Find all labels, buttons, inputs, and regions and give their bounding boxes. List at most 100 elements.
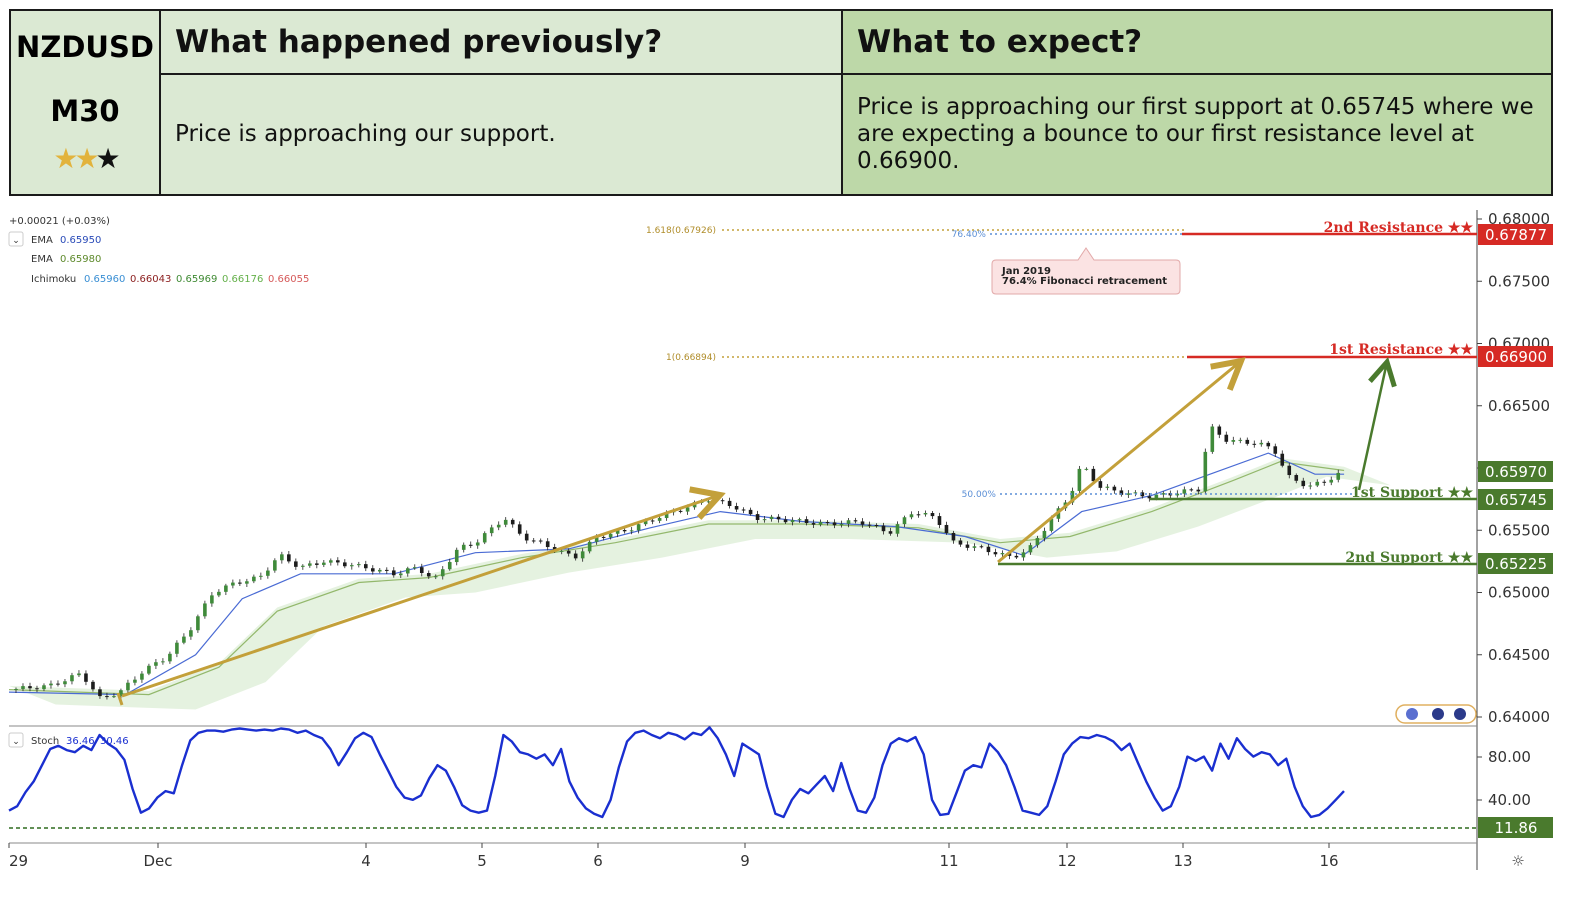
candle-body xyxy=(252,576,256,582)
gold-trend-arrow-2 xyxy=(997,361,1241,564)
cloud-area xyxy=(9,458,1391,710)
candle-body xyxy=(196,616,200,631)
candle-body xyxy=(377,569,382,572)
candle-body xyxy=(503,519,508,525)
candle-body xyxy=(930,513,935,517)
analysis-header-table: NZDUSD M30 ★★★ What happened previously?… xyxy=(9,9,1553,196)
ichimoku-value-3: 0.65969 xyxy=(176,274,217,285)
collapse-legend-button[interactable] xyxy=(8,231,24,247)
price-series xyxy=(14,423,1341,700)
collapse-stoch-button[interactable] xyxy=(8,732,24,748)
stoch-tick-40: 40.00 xyxy=(1488,791,1531,809)
candle-body xyxy=(993,552,998,555)
time-tick-label: 4 xyxy=(361,852,371,870)
candle-body xyxy=(1147,496,1152,499)
stoch-k-value: 36.46 xyxy=(66,736,95,747)
second-support-label: 2nd Support ★★ xyxy=(1345,550,1473,566)
candle-body xyxy=(461,544,466,550)
flag-icon xyxy=(1454,708,1466,720)
second-resistance-label: 2nd Resistance ★★ xyxy=(1324,220,1474,236)
candle-body xyxy=(580,551,585,559)
ichimoku-value-5: 0.66055 xyxy=(268,274,309,285)
candle-body xyxy=(538,540,543,542)
candle-body xyxy=(664,512,669,519)
candle-body xyxy=(161,661,165,663)
candle-body xyxy=(1070,490,1075,503)
expect-heading: What to expect? xyxy=(841,9,1553,75)
candle-body xyxy=(1126,493,1131,495)
candle-body xyxy=(336,560,340,563)
ema1-label: EMA xyxy=(31,235,53,246)
ichimoku-value-1: 0.65960 xyxy=(84,274,125,285)
time-tick-label: 11 xyxy=(939,852,958,870)
candle-body xyxy=(482,533,487,543)
candle-body xyxy=(916,514,921,516)
ichimoku-cloud xyxy=(9,458,1391,710)
time-tick-label: 16 xyxy=(1319,852,1338,870)
ema2-value: 0.65980 xyxy=(60,254,101,265)
candle-body xyxy=(790,520,795,523)
candle-body xyxy=(1280,453,1285,466)
candle-body xyxy=(1042,530,1047,539)
second-support-tag xyxy=(1478,553,1553,574)
candle-body xyxy=(224,585,228,592)
candle-body xyxy=(119,690,123,697)
candle-body xyxy=(643,520,648,525)
candle-body xyxy=(727,500,732,507)
callout-line2: 76.4% Fibonacci retracement xyxy=(1002,276,1167,287)
current-price-tag-value: 0.65970 xyxy=(1485,463,1547,481)
candle-body xyxy=(888,531,893,534)
candle-body xyxy=(1189,489,1194,491)
candle-body xyxy=(168,653,172,662)
candle-body xyxy=(21,686,25,689)
candle-body xyxy=(909,514,914,518)
candle-body xyxy=(56,683,60,685)
candle-body xyxy=(545,541,550,548)
candle-body xyxy=(804,519,809,524)
candle-body xyxy=(329,560,333,563)
candle-body xyxy=(573,553,578,559)
candle-body xyxy=(797,519,802,521)
candle-body xyxy=(881,525,886,532)
economic-events-badge[interactable] xyxy=(1395,704,1477,724)
ema1-value: 0.65950 xyxy=(60,235,101,246)
stoch-d-value: 30.46 xyxy=(100,736,129,747)
candle-body xyxy=(426,573,431,577)
candle-body xyxy=(1210,426,1215,452)
candle-body xyxy=(615,530,620,534)
time-tick-label: 9 xyxy=(740,852,750,870)
candle-body xyxy=(587,541,592,552)
candle-body xyxy=(972,546,977,548)
candle-body xyxy=(1294,475,1299,481)
candle-body xyxy=(419,567,424,574)
gear-icon[interactable]: ☼ xyxy=(1511,852,1524,870)
candle-body xyxy=(273,560,277,571)
candle-body xyxy=(636,524,641,531)
candle-body xyxy=(147,665,151,674)
callout-line1: Jan 2019 xyxy=(1001,266,1051,277)
ema-slow-line xyxy=(8,461,1345,696)
candle-body xyxy=(1196,489,1201,492)
price-tick-label: 0.64500 xyxy=(1488,646,1550,664)
candle-body xyxy=(1112,486,1117,491)
candle-body xyxy=(440,569,445,577)
gold-arrow-stub xyxy=(116,692,124,706)
candle-body xyxy=(245,581,249,584)
candle-body xyxy=(105,696,109,698)
fibonacci-callout: Jan 2019 76.4% Fibonacci retracement xyxy=(991,247,1181,295)
stoch-axis: 80.00 40.00 11.86 xyxy=(1477,748,1553,838)
candle-body xyxy=(454,549,459,563)
candle-body xyxy=(1252,443,1257,445)
candle-body xyxy=(1133,492,1138,494)
candle-body xyxy=(776,516,781,520)
candle-body xyxy=(1000,553,1005,555)
stoch-label: Stoch xyxy=(31,736,59,747)
candle-body xyxy=(1014,555,1019,558)
candle-body xyxy=(1175,493,1180,496)
candle-body xyxy=(1245,439,1250,444)
ema-lines xyxy=(8,452,1345,696)
candle-body xyxy=(447,562,452,570)
candle-body xyxy=(524,533,529,541)
candle-body xyxy=(923,513,928,515)
candle-body xyxy=(713,500,718,502)
